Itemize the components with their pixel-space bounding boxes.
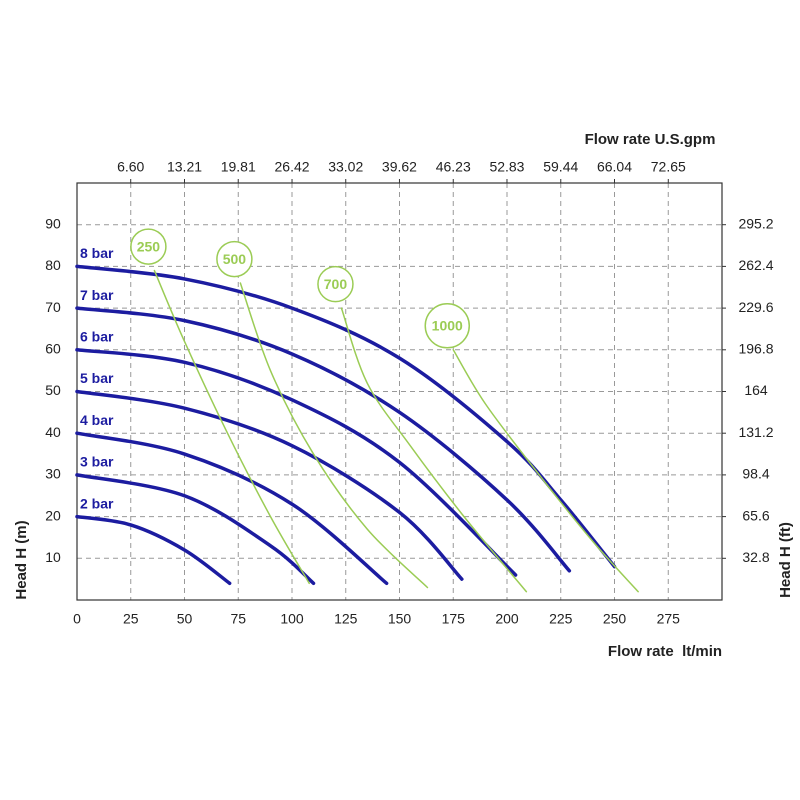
series-label: 5 bar [80, 370, 114, 386]
series-label: 4 bar [80, 412, 114, 428]
y2-tick-label: 295.2 [738, 215, 773, 231]
x2-axis-title: Flow rate U.S.gpm [585, 131, 716, 148]
y-tick-label: 20 [45, 507, 61, 523]
y-tick-label: 30 [45, 466, 61, 482]
x2-tick-label: 33.02 [328, 159, 363, 175]
y-axis-title: Head H (m) [13, 520, 30, 599]
y-tick-label: 60 [45, 341, 61, 357]
y-tick-label: 70 [45, 299, 61, 315]
y-tick-label: 10 [45, 549, 61, 565]
y2-tick-label: 164 [744, 382, 768, 398]
series-line [75, 348, 518, 577]
x-tick-label: 200 [495, 611, 519, 627]
series-line [340, 307, 528, 593]
series-label: 1000 [432, 318, 463, 334]
series-label: 250 [137, 238, 161, 254]
series-line [75, 514, 232, 586]
series-line [75, 431, 389, 586]
y2-tick-label: 32.8 [742, 549, 769, 565]
y2-tick-label: 65.6 [742, 507, 769, 523]
y-tick-label: 50 [45, 382, 61, 398]
x-tick-label: 25 [123, 611, 139, 627]
series-line [239, 282, 429, 589]
series-label-badge [216, 240, 253, 278]
series-line [153, 269, 310, 585]
x-tick-label: 175 [442, 611, 466, 627]
x2-tick-label: 52.83 [489, 159, 524, 175]
y2-tick-label: 229.6 [738, 299, 773, 315]
series-label: 6 bar [80, 329, 114, 345]
series-line [75, 389, 464, 581]
x2-tick-label: 6.60 [117, 159, 144, 175]
series-line [75, 473, 316, 586]
y2-tick-label: 262.4 [738, 257, 773, 273]
series-line [75, 264, 617, 569]
series-label: 3 bar [80, 454, 114, 470]
y2-tick-label: 131.2 [738, 424, 773, 440]
y2-axis-title: Head H (ft) [777, 522, 794, 598]
x2-tick-label: 13.21 [167, 159, 202, 175]
series-label-badge [424, 303, 470, 349]
series-label: 500 [223, 251, 247, 267]
x-tick-label: 150 [388, 611, 412, 627]
x2-tick-label: 66.04 [597, 159, 632, 175]
y-tick-label: 80 [45, 257, 61, 273]
y2-tick-label: 98.4 [742, 466, 769, 482]
x2-tick-label: 26.42 [275, 159, 310, 175]
x2-tick-label: 39.62 [382, 159, 417, 175]
x2-tick-label: 46.23 [436, 159, 471, 175]
x-tick-label: 250 [603, 611, 627, 627]
x-tick-label: 225 [549, 611, 573, 627]
x-tick-label: 50 [177, 611, 193, 627]
x-axis-title: Flow rate lt/min [608, 643, 722, 660]
x-tick-label: 275 [657, 611, 681, 627]
y-tick-label: 90 [45, 215, 61, 231]
series-label: 2 bar [80, 495, 114, 511]
x2-tick-label: 72.65 [651, 159, 686, 175]
series-label: 7 bar [80, 287, 114, 303]
series-label: 8 bar [80, 245, 114, 261]
series-label-badge [317, 265, 354, 303]
x-tick-label: 100 [280, 611, 304, 627]
series-label: 700 [324, 276, 348, 292]
x2-tick-label: 19.81 [221, 159, 256, 175]
x-tick-label: 0 [73, 611, 81, 627]
series-label-badge [130, 228, 167, 265]
series-line [452, 349, 639, 593]
y2-tick-label: 196.8 [738, 341, 773, 357]
x2-tick-label: 59.44 [543, 159, 578, 175]
x-tick-label: 75 [230, 611, 246, 627]
y-tick-label: 40 [45, 424, 61, 440]
x-tick-label: 125 [334, 611, 358, 627]
